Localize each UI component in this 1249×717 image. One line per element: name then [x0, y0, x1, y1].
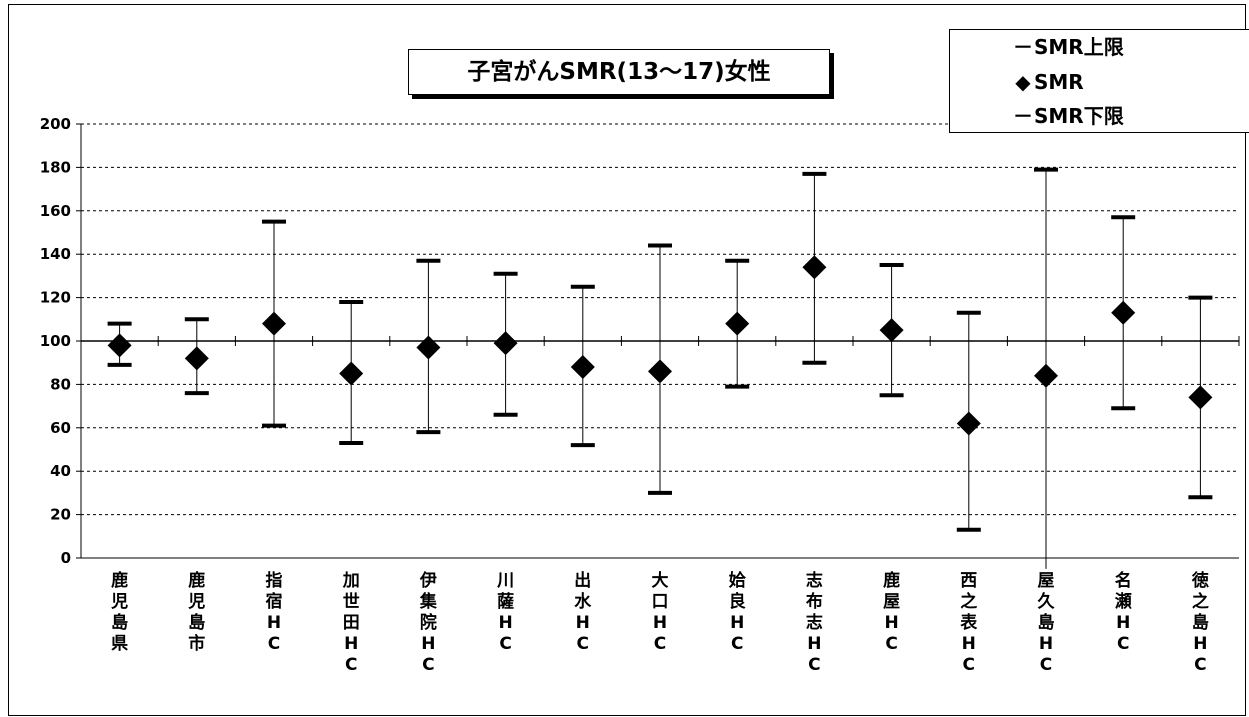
legend: －SMR上限 ◆ SMR －SMR下限 — [949, 29, 1249, 133]
smr-point — [956, 411, 981, 436]
x-tick-label: 加世田 H C — [342, 571, 360, 675]
smr-point — [879, 318, 904, 343]
x-tick-label: 西之表 H C — [960, 571, 978, 675]
y-tick-label: 20 — [50, 506, 71, 524]
x-tick-label: 指宿 H C — [266, 570, 283, 654]
y-tick-label: 100 — [40, 332, 71, 350]
y-tick-label: 60 — [50, 419, 71, 437]
smr-point — [1188, 385, 1213, 410]
legend-item-upper: －SMR上限 — [1012, 30, 1124, 64]
chart-frame: 200 180 160 140 120 100 80 60 40 20 0 鹿児島県 鹿児島市 指宿 H C 加… — [8, 4, 1249, 716]
x-tick-label: 鹿児島県 — [110, 570, 128, 654]
smr-point — [648, 359, 672, 384]
smr-point — [262, 311, 286, 336]
x-tick-label: 鹿児島市 — [187, 570, 205, 654]
x-tick-label: 屋久島 H C — [1038, 571, 1055, 675]
legend-item-lower: －SMR下限 — [1012, 99, 1124, 133]
x-tick-label: 志布志 H C — [806, 570, 823, 675]
smr-point — [1111, 300, 1136, 325]
diamond-icon: ◆ — [1015, 70, 1031, 94]
legend-smr-label: SMR — [1034, 70, 1084, 94]
y-tick-label: 120 — [40, 289, 71, 307]
y-tick-label: 80 — [50, 375, 71, 393]
x-tick-label: 川薩 H C — [496, 571, 514, 654]
x-tick-label: 大口 H C — [652, 570, 669, 654]
x-tick-label: 鹿屋 H C — [883, 570, 900, 654]
legend-upper-symbol: － — [1013, 35, 1033, 59]
x-tick-label: 徳之島 H C — [1191, 570, 1209, 675]
y-tick-label: 140 — [40, 245, 71, 263]
legend-lower-label: SMR下限 — [1034, 104, 1124, 128]
x-tick-label: 名瀬 H C — [1115, 570, 1132, 654]
y-tick-label: 0 — [61, 549, 71, 567]
smr-point — [493, 331, 518, 356]
smr-point — [1034, 363, 1058, 388]
chart-title: 子宮がんSMR(13～17)女性 — [408, 49, 830, 95]
x-tick-label: 伊集院 H C — [419, 570, 438, 675]
legend-lower-symbol: － — [1013, 104, 1033, 128]
y-tick-label: 200 — [40, 115, 71, 133]
smr-point — [416, 335, 441, 360]
legend-upper-label: SMR上限 — [1034, 35, 1124, 59]
x-tick-label: 出水 H C — [574, 570, 592, 654]
y-tick-label: 40 — [50, 462, 71, 480]
smr-point — [570, 355, 595, 380]
smr-point — [107, 333, 132, 358]
y-tick-label: 160 — [40, 202, 71, 220]
x-tick-label: 姶良 H C — [729, 570, 747, 654]
y-tick-label: 180 — [40, 158, 71, 176]
smr-point — [802, 255, 827, 280]
legend-item-smr: ◆ SMR — [1012, 65, 1084, 99]
smr-point — [184, 346, 209, 371]
smr-point — [725, 311, 750, 336]
smr-point — [339, 361, 364, 386]
